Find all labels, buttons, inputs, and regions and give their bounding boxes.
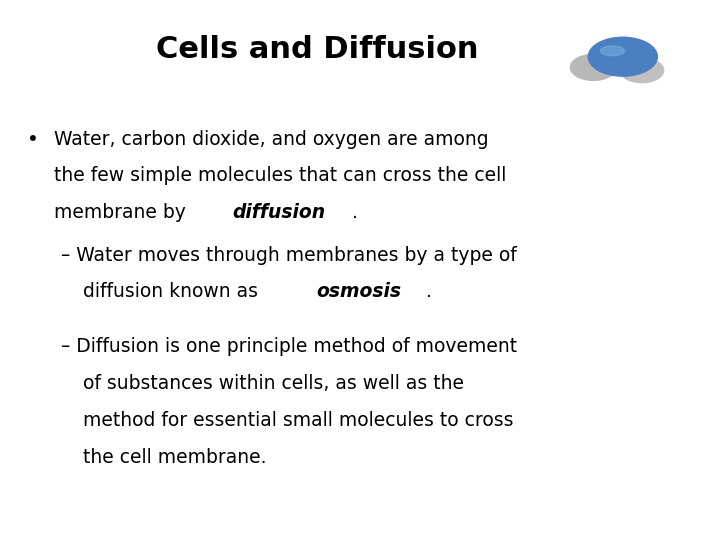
Text: Water, carbon dioxide, and oxygen are among: Water, carbon dioxide, and oxygen are am… [54, 130, 489, 148]
Text: – Water moves through membranes by a type of: – Water moves through membranes by a typ… [61, 246, 517, 265]
Text: diffusion: diffusion [232, 203, 325, 222]
Text: of substances within cells, as well as the: of substances within cells, as well as t… [83, 374, 464, 393]
Text: .: . [352, 203, 358, 222]
Text: the cell membrane.: the cell membrane. [83, 448, 266, 467]
Ellipse shape [588, 37, 657, 76]
Text: – Diffusion is one principle method of movement: – Diffusion is one principle method of m… [61, 338, 518, 356]
Ellipse shape [570, 55, 616, 80]
Ellipse shape [620, 58, 664, 83]
Ellipse shape [600, 46, 624, 56]
Text: diffusion known as: diffusion known as [83, 282, 264, 301]
Text: •: • [27, 130, 39, 148]
Text: .: . [426, 282, 432, 301]
Text: method for essential small molecules to cross: method for essential small molecules to … [83, 411, 513, 430]
Text: osmosis: osmosis [316, 282, 401, 301]
Text: membrane by: membrane by [54, 203, 192, 222]
Text: the few simple molecules that can cross the cell: the few simple molecules that can cross … [54, 166, 506, 185]
Text: Cells and Diffusion: Cells and Diffusion [156, 35, 478, 64]
